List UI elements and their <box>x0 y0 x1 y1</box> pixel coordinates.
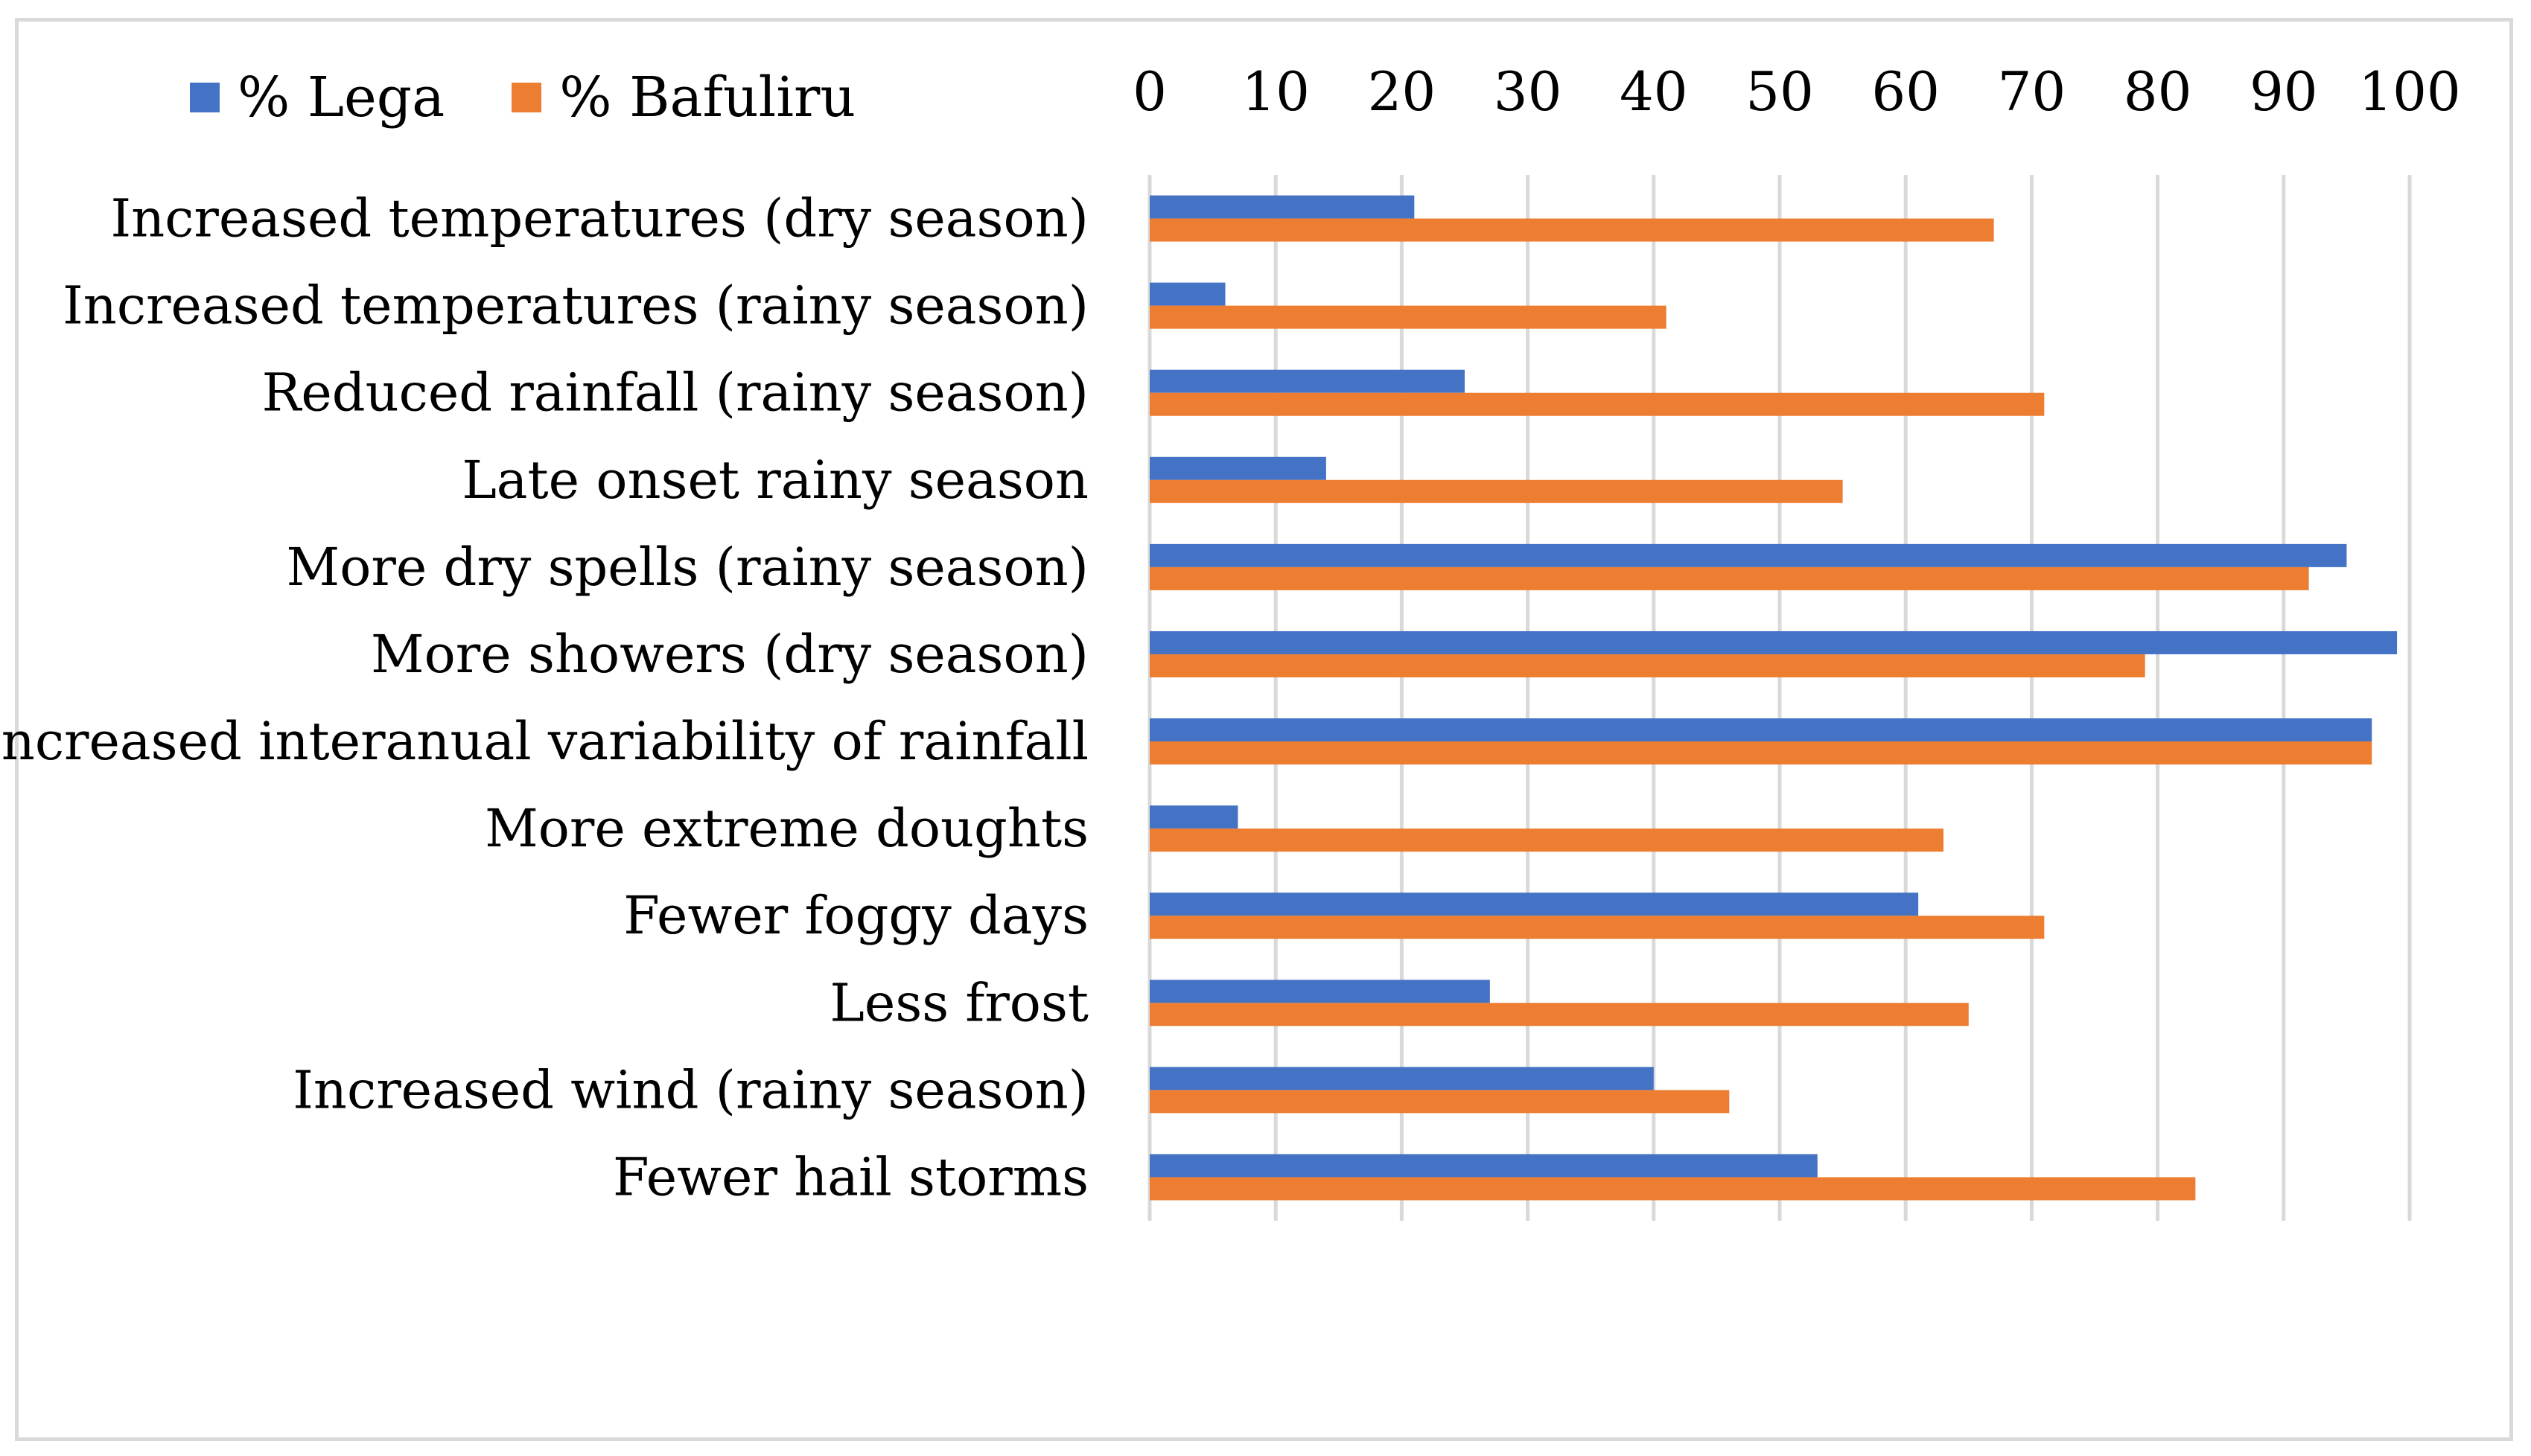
bar-lega <box>1150 805 1238 829</box>
legend-label-lega: % Lega <box>238 66 445 130</box>
bar-bafuliru <box>1150 566 2309 590</box>
legend-swatch-bafuliru <box>512 83 542 112</box>
x-tick-label: 10 <box>1241 60 1310 123</box>
bar-lega <box>1150 369 1465 393</box>
category-label: Less frost <box>830 972 1089 1033</box>
x-tick-label: 100 <box>2358 60 2460 123</box>
bar-bafuliru <box>1150 828 1943 852</box>
category-label: Reduced rainfall (rainy season) <box>262 363 1089 424</box>
bar-bafuliru <box>1150 916 2045 939</box>
bar-bafuliru <box>1150 305 1666 329</box>
legend-item-bafuliru: % Bafuliru <box>512 66 856 130</box>
category-label: Increased wind (rainy season) <box>293 1059 1089 1120</box>
bar-bafuliru <box>1150 218 1994 242</box>
x-tick-label: 50 <box>1745 60 1814 123</box>
category-label: More showers (dry season) <box>371 624 1089 685</box>
x-tick-label: 40 <box>1620 60 1688 123</box>
bar-lega <box>1150 1067 1654 1091</box>
bar-bafuliru <box>1150 392 2045 416</box>
bar-lega <box>1150 1154 1818 1178</box>
x-tick-label: 30 <box>1494 60 1562 123</box>
x-tick-label: 70 <box>1998 60 2066 123</box>
x-tick-label: 80 <box>2124 60 2192 123</box>
x-axis-ticks: 0 10 20 30 40 50 60 70 80 90 100 <box>1133 60 2461 123</box>
category-label: Fewer foggy days <box>623 885 1089 946</box>
bar-lega <box>1150 893 1919 916</box>
bar-lega <box>1150 282 1226 306</box>
category-label: Increased temperatures (rainy season) <box>63 275 1089 336</box>
bar-lega <box>1150 630 2398 654</box>
category-label: Increased interanual variability of rain… <box>0 711 1089 772</box>
x-tick-label: 60 <box>1871 60 1940 123</box>
bar-bafuliru <box>1150 1177 2196 1201</box>
category-label: More dry spells (rainy season) <box>287 537 1089 598</box>
bar-lega <box>1150 718 2372 742</box>
x-tick-label: 0 <box>1133 60 1167 123</box>
bar-bafuliru <box>1150 741 2372 765</box>
legend: % Lega % Bafuliru <box>190 66 923 130</box>
legend-item-lega: % Lega <box>190 66 445 130</box>
bar-bafuliru <box>1150 1003 1969 1026</box>
category-label: Late onset rainy season <box>462 450 1089 511</box>
bar-lega <box>1150 543 2347 567</box>
bar-bafuliru <box>1150 654 2145 677</box>
legend-label-bafuliru: % Bafuliru <box>559 66 856 130</box>
bar-lega <box>1150 195 1415 219</box>
legend-swatch-lega <box>190 83 220 112</box>
category-label: Fewer hail storms <box>613 1146 1089 1207</box>
x-tick-label: 90 <box>2250 60 2318 123</box>
category-label: Increased temperatures (dry season) <box>110 188 1089 249</box>
x-tick-label: 20 <box>1368 60 1436 123</box>
bar-bafuliru <box>1150 1090 1730 1114</box>
category-label: More extreme doughts <box>485 798 1089 859</box>
bar-bafuliru <box>1150 479 1843 503</box>
gridlines <box>1147 175 2412 1221</box>
bars <box>1150 195 2398 1201</box>
category-labels: Increased temperatures (dry season) Incre… <box>0 188 1089 1208</box>
bar-lega <box>1150 456 1326 480</box>
bar-lega <box>1150 980 1490 1003</box>
